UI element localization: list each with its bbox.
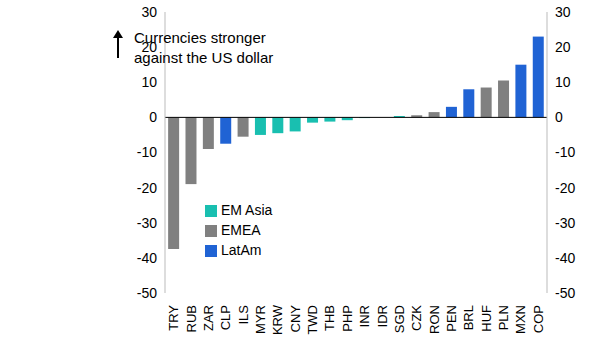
svg-text:-10: -10 [555,144,575,160]
html-text:Currencies stronger: Currencies stronger [134,29,266,46]
html-text:against the US dollar: against the US dollar [134,49,274,66]
svg-text:CNY: CNY [288,305,303,333]
html-text:EMEA: EMEA [221,222,261,238]
svg-text:HUF: HUF [479,305,494,332]
svg-text:TRY: TRY [166,305,181,331]
svg-text:0: 0 [555,109,563,125]
html-text:EM Asia: EM Asia [221,202,273,218]
svg-text:INR: INR [357,305,372,327]
svg-text:0: 0 [149,109,157,125]
svg-text:-50: -50 [555,285,575,301]
svg-text:SGD: SGD [392,305,407,333]
svg-text:-30: -30 [555,215,575,231]
svg-text:10: 10 [141,74,157,90]
svg-text:PHP: PHP [340,305,355,332]
svg-text:-20: -20 [137,180,157,196]
svg-text:IDR: IDR [375,305,390,327]
svg-text:MYR: MYR [253,305,268,334]
svg-text:10: 10 [555,74,571,90]
svg-text:TWD: TWD [305,305,320,335]
svg-text:COP: COP [531,305,546,333]
svg-text:BRL: BRL [461,305,476,330]
svg-text:ILS: ILS [236,305,251,325]
svg-text:CZK: CZK [409,305,424,331]
svg-text:ZAR: ZAR [201,305,216,331]
svg-text:-40: -40 [137,250,157,266]
svg-text:PEN: PEN [444,305,459,332]
svg-text:RON: RON [427,305,442,334]
html-text:LatAm: LatAm [221,242,262,258]
svg-text:KRW: KRW [270,304,285,335]
svg-text:CLP: CLP [218,305,233,330]
svg-text:20: 20 [555,39,571,55]
svg-text:-50: -50 [137,285,157,301]
svg-text:30: 30 [555,4,571,20]
svg-text:PLN: PLN [496,305,511,330]
svg-text:MXN: MXN [513,305,528,334]
svg-text:30: 30 [141,4,157,20]
svg-text:-30: -30 [137,215,157,231]
svg-text:-20: -20 [555,180,575,196]
svg-text:RUB: RUB [184,305,199,332]
svg-text:-10: -10 [137,144,157,160]
svg-text:-40: -40 [555,250,575,266]
svg-text:THB: THB [322,305,337,331]
